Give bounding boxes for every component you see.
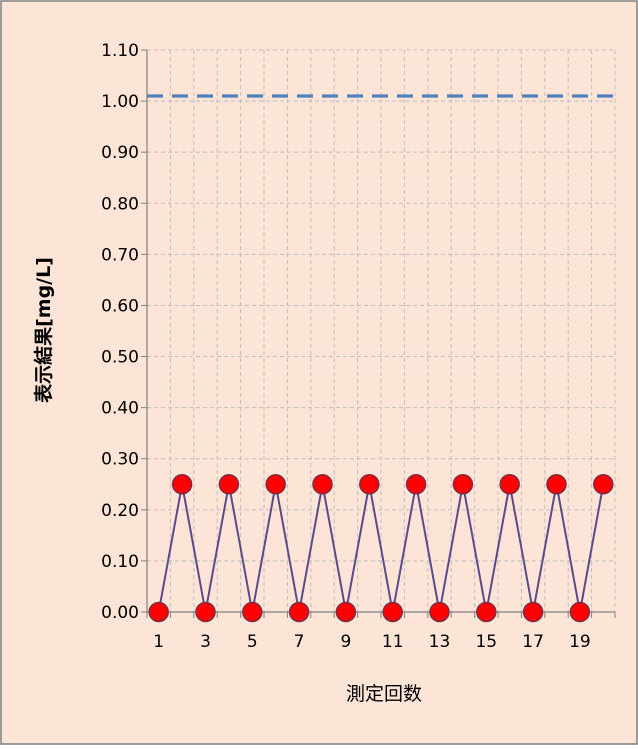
data-point [429,601,450,623]
x-tick-label: 17 [522,632,544,652]
gridlines [147,49,616,612]
y-tick-label: 1.10 [101,41,139,61]
data-point [312,474,333,495]
y-tick-label: 0.70 [101,245,139,265]
y-tick-label: 0.90 [101,143,139,163]
tick-labels: 0.00 0.10 0.20 0.30 0.40 0.50 0.60 0.70 0.80 0.90… [101,41,591,652]
series-line [157,484,605,613]
x-tick-label: 19 [569,632,591,652]
data-point [148,601,169,623]
x-tick-label: 11 [382,632,404,652]
y-tick-label: 0.60 [101,296,139,316]
x-axis-title: 測定回数 [346,683,422,705]
data-point [499,474,520,495]
data-point [405,474,427,495]
y-tick-label: 0.40 [101,399,139,419]
y-tick-label: 0.30 [101,450,139,470]
y-tick-label: 0.50 [101,348,139,368]
x-tick-label: 13 [429,632,451,652]
series-group [148,474,614,623]
x-tick-label: 5 [247,632,258,652]
x-tick-label: 15 [475,632,497,652]
data-point [265,474,286,495]
x-tick-label: 1 [153,632,164,652]
data-point [242,601,263,623]
data-point [546,474,567,495]
data-point [452,474,474,495]
y-tick-label: 1.00 [101,92,139,112]
x-tick-label: 7 [294,632,305,652]
data-point [335,601,357,623]
y-tick-label: 0.10 [101,552,139,572]
data-point [288,601,310,623]
data-point [195,601,216,623]
data-point [522,601,544,623]
data-point [218,474,240,495]
data-point [569,601,591,623]
data-point [476,601,497,623]
y-tick-label: 0.20 [101,501,139,521]
y-tick-label: 0.00 [101,603,139,623]
y-tick-label: 0.80 [101,194,139,214]
data-point [593,474,614,495]
data-point [382,601,403,623]
y-axis-title: 表示結果[mg/L] [32,257,55,403]
data-point [171,474,193,495]
x-tick-label: 3 [200,632,211,652]
x-tick-label: 9 [340,632,351,652]
data-point [359,474,380,495]
